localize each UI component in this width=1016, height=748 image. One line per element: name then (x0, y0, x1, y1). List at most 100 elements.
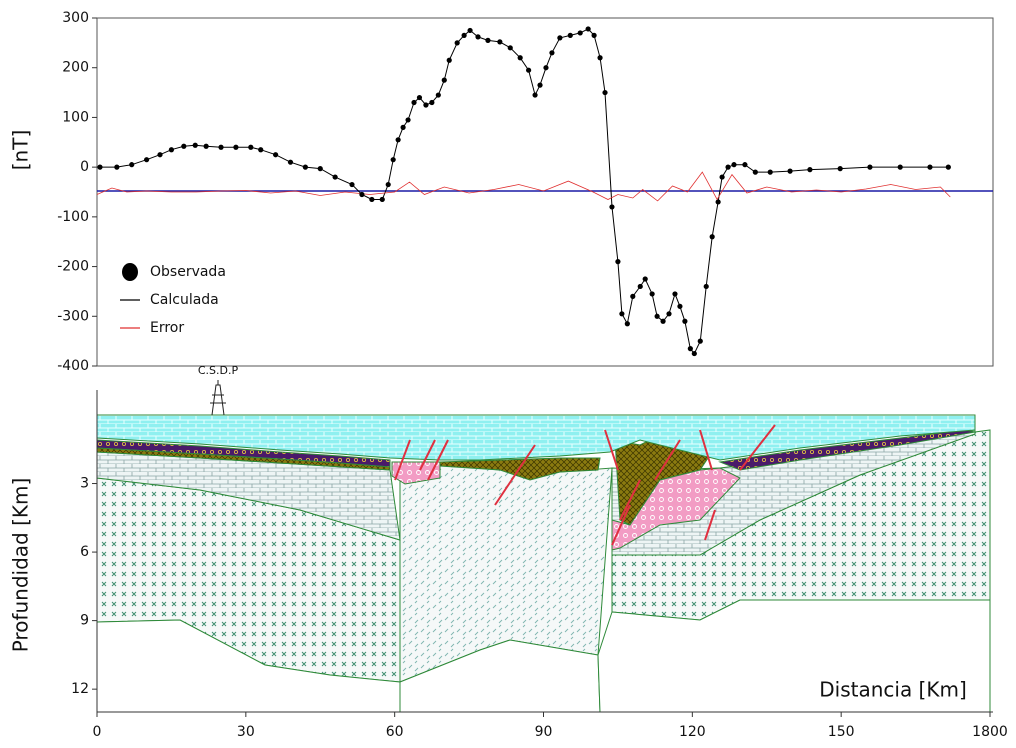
data-point (568, 33, 573, 38)
data-point (369, 197, 374, 202)
y-tick-label: 3 (80, 476, 89, 492)
data-point (333, 174, 338, 179)
data-point (543, 65, 548, 70)
data-point (447, 58, 452, 63)
data-point (401, 125, 406, 130)
data-point (615, 259, 620, 264)
y-tick-label: 300 (62, 10, 89, 26)
data-point (578, 30, 583, 35)
legend-label: Observada (150, 264, 226, 280)
data-point (288, 160, 293, 165)
y-tick-label: 100 (62, 109, 89, 125)
data-point (411, 100, 416, 105)
data-point (436, 92, 441, 97)
data-point (429, 100, 434, 105)
data-point (838, 166, 843, 171)
data-point (867, 165, 872, 170)
data-point (692, 351, 697, 356)
data-point (946, 165, 951, 170)
data-point (475, 34, 480, 39)
data-point (625, 321, 630, 326)
data-point (753, 170, 758, 175)
x-tick-label: 90 (535, 724, 553, 740)
data-point (768, 170, 773, 175)
y-tick-label: 9 (80, 613, 89, 629)
data-point (643, 276, 648, 281)
data-point (549, 50, 554, 55)
data-point (218, 145, 223, 150)
y-tick-label: 0 (80, 159, 89, 175)
data-point (602, 90, 607, 95)
data-point (97, 165, 102, 170)
data-point (129, 162, 134, 167)
data-point (144, 157, 149, 162)
data-point (927, 165, 932, 170)
data-point (508, 45, 513, 50)
data-point (720, 174, 725, 179)
data-point (114, 165, 119, 170)
data-point (807, 167, 812, 172)
data-point (181, 144, 186, 149)
data-point (518, 55, 523, 60)
data-point (455, 40, 460, 45)
data-point (586, 26, 591, 31)
data-point (666, 311, 671, 316)
data-point (318, 166, 323, 171)
data-point (630, 294, 635, 299)
y-tick-label: 200 (62, 60, 89, 76)
y-axis-label: [nT] (9, 130, 33, 171)
data-point (537, 83, 542, 88)
y-tick-label: -100 (57, 209, 89, 225)
y-axis-label: Profundidad [Km] (9, 478, 33, 653)
data-point (417, 95, 422, 100)
x-axis-label: Distancia [Km] (819, 678, 967, 702)
data-point (660, 319, 665, 324)
data-point (532, 92, 537, 97)
data-point (396, 137, 401, 142)
x-tick-label: 150 (828, 724, 855, 740)
data-point (405, 117, 410, 122)
data-point (609, 204, 614, 209)
data-point (688, 346, 693, 351)
x-tick-label: 1800 (972, 724, 1008, 740)
data-point (349, 182, 354, 187)
figure: [nT] C.S.D.P Distancia [Km] Profundidad … (0, 0, 1016, 744)
data-point (731, 162, 736, 167)
data-point (655, 314, 660, 319)
data-point (273, 152, 278, 157)
data-point (497, 39, 502, 44)
data-point (650, 291, 655, 296)
y-tick-label: -400 (57, 358, 89, 374)
data-point (485, 38, 490, 43)
y-tick-label: 6 (80, 544, 89, 560)
data-point (557, 35, 562, 40)
data-point (592, 33, 597, 38)
x-tick-label: 60 (386, 724, 404, 740)
data-point (380, 197, 385, 202)
data-point (303, 165, 308, 170)
data-point (704, 284, 709, 289)
data-point (359, 192, 364, 197)
data-point (716, 199, 721, 204)
annotation: C.S.D.P (198, 364, 239, 377)
legend-marker (122, 263, 138, 281)
data-point (391, 157, 396, 162)
data-point (248, 145, 253, 150)
geologic-section (97, 380, 990, 712)
data-point (157, 152, 162, 157)
data-point (672, 291, 677, 296)
data-point (467, 28, 472, 33)
data-point (682, 319, 687, 324)
data-point (386, 182, 391, 187)
data-point (898, 165, 903, 170)
legend-label: Calculada (150, 292, 219, 308)
data-point (204, 144, 209, 149)
data-point (638, 284, 643, 289)
data-point (169, 147, 174, 152)
data-point (423, 102, 428, 107)
data-point (698, 339, 703, 344)
data-point (742, 162, 747, 167)
legend-label: Error (150, 320, 184, 336)
y-tick-label: -300 (57, 308, 89, 324)
data-point (233, 145, 238, 150)
